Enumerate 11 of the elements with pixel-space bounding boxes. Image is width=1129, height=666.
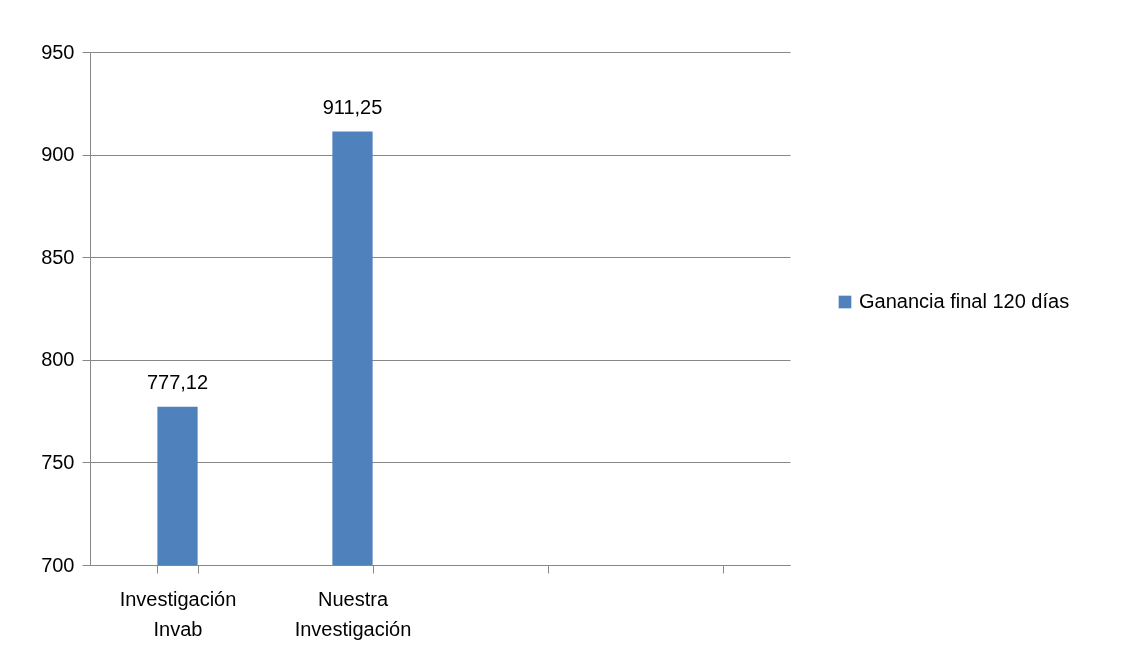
y-tick-label: 800: [41, 348, 75, 371]
y-tick-label: 900: [41, 143, 75, 166]
x-tick-label: Nuestra Investigación: [294, 587, 412, 640]
y-tick-label: 700: [41, 553, 75, 576]
y-tick-label: 950: [41, 40, 75, 63]
data-label: 911,25: [322, 95, 383, 118]
legend-label: Ganancia final 120 días: [859, 290, 1070, 312]
x-tick-label: Investigación Invab: [119, 587, 237, 640]
y-tick-label: 750: [41, 450, 75, 473]
data-label: 777,12: [146, 370, 209, 393]
y-tick-label: 850: [41, 245, 75, 268]
